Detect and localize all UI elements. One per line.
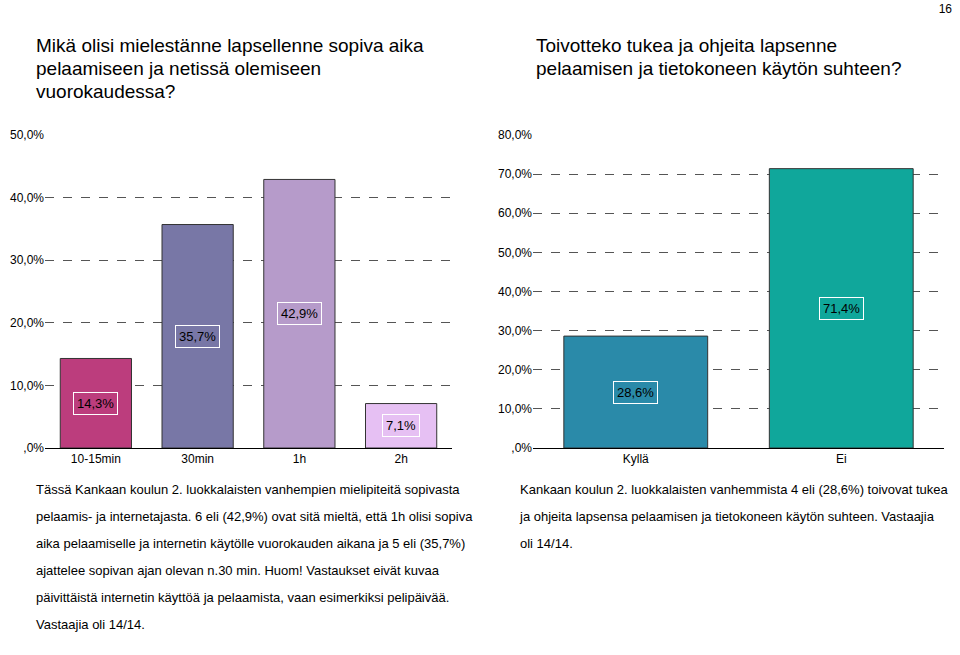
svg-text:30min: 30min: [181, 452, 214, 466]
svg-text:40,0%: 40,0%: [10, 191, 44, 205]
svg-text:10-15min: 10-15min: [71, 452, 121, 466]
html-text:Toivotteko tukea ja ohjeita la: Toivotteko tukea ja ohjeita lapsenne pel…: [536, 35, 902, 79]
svg-text:30,0%: 30,0%: [498, 324, 532, 338]
svg-text:35,7%: 35,7%: [179, 329, 216, 344]
svg-text:42,9%: 42,9%: [281, 306, 318, 321]
svg-text:60,0%: 60,0%: [498, 206, 532, 220]
svg-text:40,0%: 40,0%: [498, 285, 532, 299]
svg-text:50,0%: 50,0%: [498, 246, 532, 260]
svg-text:Ei: Ei: [836, 452, 847, 466]
svg-text:71,4%: 71,4%: [823, 301, 860, 316]
svg-text:30,0%: 30,0%: [10, 253, 44, 267]
html-text:Tässä Kankaan koulun 2. luokka: Tässä Kankaan koulun 2. luokkalaisten va…: [36, 482, 473, 632]
svg-text:70,0%: 70,0%: [498, 167, 532, 181]
svg-text:80,0%: 80,0%: [498, 128, 532, 142]
svg-text:50,0%: 50,0%: [10, 128, 44, 142]
svg-text:10,0%: 10,0%: [498, 402, 532, 416]
svg-text:20,0%: 20,0%: [498, 363, 532, 377]
html-text:Kankaan koulun 2. luokkalaiste: Kankaan koulun 2. luokkalaisten vanhemmi…: [520, 482, 948, 551]
svg-text:1h: 1h: [293, 452, 306, 466]
svg-text:10,0%: 10,0%: [10, 379, 44, 393]
html-text:Mikä olisi mielestänne lapsell: Mikä olisi mielestänne lapsellenne sopiv…: [36, 35, 424, 102]
svg-text:,0%: ,0%: [511, 441, 532, 455]
svg-text:28,6%: 28,6%: [617, 385, 654, 400]
svg-text:Kyllä: Kyllä: [623, 452, 649, 466]
svg-text:2h: 2h: [394, 452, 407, 466]
svg-text:20,0%: 20,0%: [10, 316, 44, 330]
svg-text:14,3%: 14,3%: [77, 396, 114, 411]
svg-text:,0%: ,0%: [23, 441, 44, 455]
html-text:16: 16: [938, 2, 952, 16]
svg-text:7,1%: 7,1%: [386, 418, 416, 433]
